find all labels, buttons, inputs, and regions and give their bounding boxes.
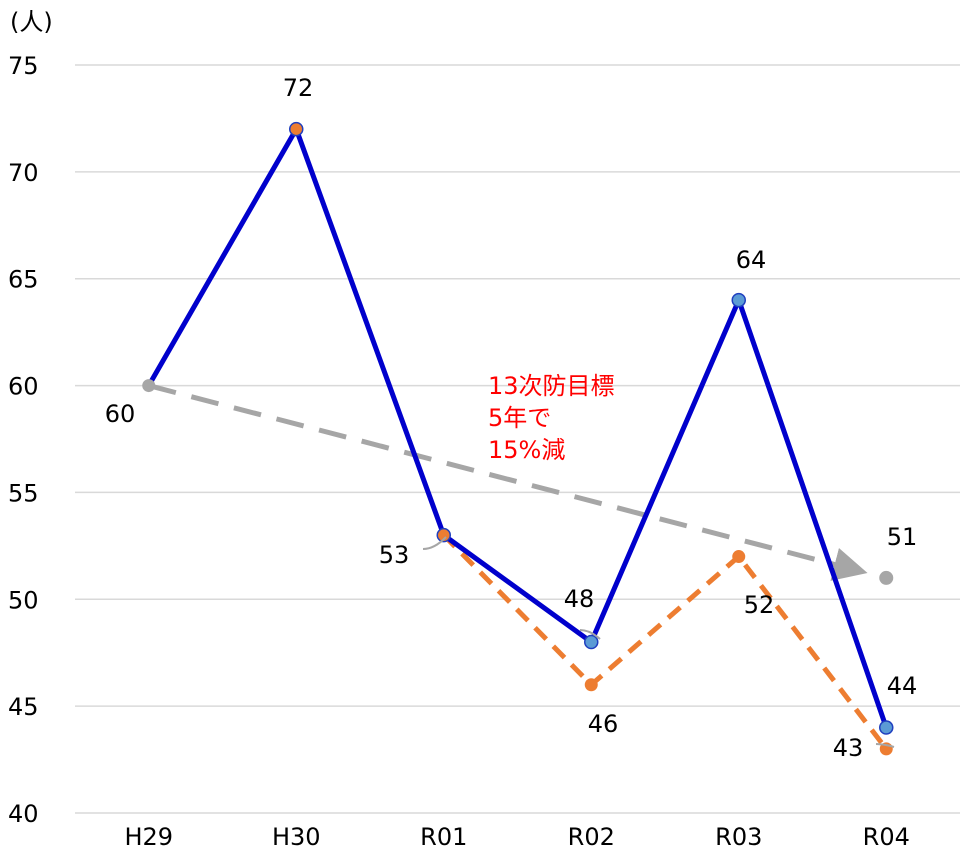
annotation-line: 15%減	[488, 436, 565, 464]
x-tick-label: R02	[568, 823, 615, 851]
actual-series-marker	[289, 121, 304, 137]
data-label: 44	[887, 672, 918, 700]
target-annotation: 13次防目標 5年で 15%減	[488, 372, 615, 464]
y-tick-label: 75	[8, 52, 39, 80]
y-axis-unit-label: (人)	[10, 8, 53, 36]
y-axis-tick-labels: 40 45 50 55 60 65 70 75	[8, 52, 39, 828]
x-tick-label: R01	[420, 823, 467, 851]
actual-series-marker	[436, 527, 451, 543]
x-tick-label: R04	[863, 823, 910, 851]
label-leader-line	[422, 536, 447, 550]
target-end-marker	[879, 570, 894, 585]
orange-series-marker	[584, 678, 598, 692]
actual-series-marker	[584, 634, 599, 650]
actual-series-marker	[879, 720, 894, 735]
annotation-line: 13次防目標	[488, 372, 615, 400]
series-lines	[146, 126, 889, 751]
data-label: 52	[744, 591, 775, 619]
data-label: 72	[283, 74, 314, 102]
orange-series-marker	[732, 550, 746, 564]
label-leader-line	[579, 629, 601, 640]
actual-series-marker	[731, 292, 746, 308]
y-tick-label: 60	[8, 373, 39, 401]
data-label: 46	[588, 710, 619, 738]
y-tick-label: 50	[8, 586, 39, 614]
data-label: 43	[833, 734, 864, 762]
series-markers	[142, 121, 894, 756]
y-tick-label: 55	[8, 479, 39, 507]
data-label: 51	[887, 523, 918, 551]
label-leader-line	[875, 743, 895, 748]
actual-series-line	[146, 126, 889, 729]
data-label: 64	[736, 246, 767, 274]
target-trend-arrow	[148, 383, 868, 581]
data-labels: 60 72 53 48 64 44 46 52 43 51	[105, 74, 918, 762]
y-tick-label: 45	[8, 693, 39, 721]
orange-dashed-series-line	[441, 533, 889, 751]
data-label: 53	[379, 541, 410, 569]
y-tick-label: 65	[8, 266, 39, 294]
data-label: 60	[105, 400, 136, 428]
actual-series-marker	[142, 379, 156, 393]
y-tick-label: 40	[8, 800, 39, 828]
x-tick-label: H29	[124, 823, 173, 851]
x-axis-tick-labels: H29 H30 R01 R02 R03 R04	[124, 823, 909, 851]
x-tick-label: H30	[272, 823, 321, 851]
annotation-line: 5年で	[488, 404, 551, 432]
y-tick-label: 70	[8, 159, 39, 187]
x-tick-label: R03	[715, 823, 762, 851]
gridlines	[75, 64, 960, 814]
data-label: 48	[564, 585, 595, 613]
